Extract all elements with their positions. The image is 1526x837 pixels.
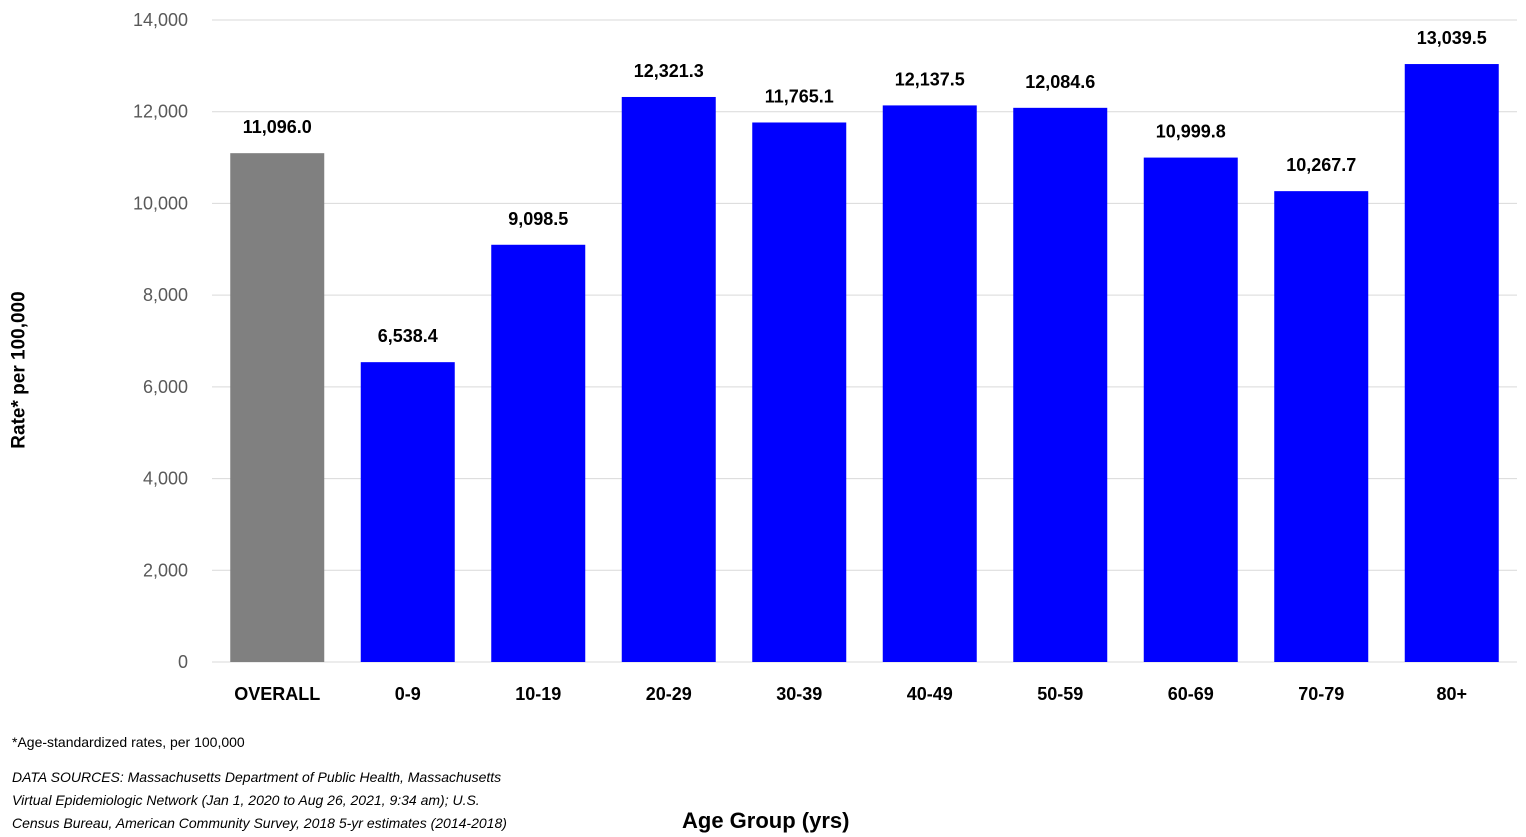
data-label: 12,137.5 [895,69,965,89]
data-sources: DATA SOURCES: Massachusetts Department o… [12,766,612,835]
bar-40-49 [882,105,977,662]
x-tick-label: OVERALL [234,684,320,704]
y-axis-title-wrap: Rate* per 100,000 [2,250,38,490]
data-label: 9,098.5 [508,209,568,229]
x-tick-label: 80+ [1436,684,1467,704]
y-tick-label: 14,000 [133,10,188,30]
bar-30-39 [752,122,847,662]
x-tick-label: 50-59 [1037,684,1083,704]
bar-80+ [1404,64,1499,663]
x-tick-label: 70-79 [1298,684,1344,704]
bars [230,64,1499,663]
y-tick-label: 4,000 [143,469,188,489]
bar-60-69 [1143,157,1238,662]
bar-0-9 [360,362,455,662]
bar-overall [230,153,325,663]
bar-70-79 [1274,191,1369,662]
y-tick-label: 10,000 [133,193,188,213]
data-label: 6,538.4 [378,326,438,346]
x-tick-label: 40-49 [907,684,953,704]
sources-line-3: Census Bureau, American Community Survey… [12,815,507,831]
x-axis-title: Age Group (yrs) [682,808,850,833]
y-axis-title: Rate* per 100,000 [9,291,31,449]
y-tick-label: 2,000 [143,560,188,580]
x-tick-label: 60-69 [1168,684,1214,704]
x-tick-label: 30-39 [776,684,822,704]
data-label: 10,999.8 [1156,122,1226,142]
y-tick-label: 0 [178,652,188,672]
x-tick-label: 0-9 [395,684,421,704]
y-tick-label: 12,000 [133,102,188,122]
sources-line-2: Virtual Epidemiologic Network (Jan 1, 20… [12,792,480,808]
bar-20-29 [621,96,716,662]
y-tick-label: 8,000 [143,285,188,305]
bar-chart: 02,0004,0006,0008,00010,00012,00014,000 … [133,10,1517,704]
x-tick-labels: OVERALL 0-9 10-19 20-29 30-39 40-49 50-59 60-69… [234,684,1467,704]
bar-50-59 [1013,107,1108,662]
data-labels: 11,096.0 6,538.4 9,098.5 12,321.3 11,765.1 12… [243,28,1487,346]
y-tick-label: 6,000 [143,377,188,397]
sources-line-1: DATA SOURCES: Massachusetts Department o… [12,769,502,785]
x-tick-label: 20-29 [646,684,692,704]
data-label: 13,039.5 [1417,28,1487,48]
data-label: 12,084.6 [1025,72,1095,92]
data-label: 11,765.1 [765,86,834,106]
footnote: *Age-standardized rates, per 100,000 [12,734,245,750]
data-label: 12,321.3 [634,61,704,81]
bar-10-19 [491,244,586,662]
x-tick-label: 10-19 [515,684,561,704]
data-label: 10,267.7 [1286,155,1356,175]
y-tick-labels: 0 2,000 4,000 6,000 8,000 10,000 12,000 14,000 [133,10,188,672]
data-label: 11,096.0 [243,117,312,137]
